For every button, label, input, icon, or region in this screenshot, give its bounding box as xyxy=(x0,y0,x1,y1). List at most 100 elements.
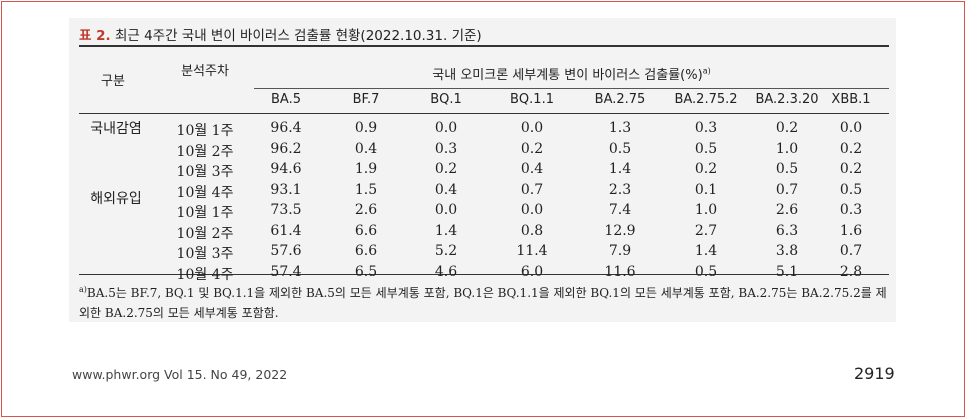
table-cell: 1.3 xyxy=(608,120,632,136)
table-cell: 4.6 xyxy=(434,263,458,280)
row-week: 10월 4주 xyxy=(176,184,234,201)
column-header: BA.5 xyxy=(271,92,301,107)
table-cell: 6.0 xyxy=(520,263,544,280)
table-cell: 0.5 xyxy=(608,140,632,157)
table-cell: 1.6 xyxy=(839,222,863,239)
table-cell: 0.5 xyxy=(694,140,718,157)
footnote-text: BA.5는 BF.7, BQ.1 및 BQ.1.1을 제외한 BA.5의 모든 … xyxy=(79,286,887,320)
table-cell: 0.2 xyxy=(839,161,863,177)
table-cell: 0.4 xyxy=(520,161,544,177)
caption-text: 최근 4주간 국내 변이 바이러스 검출률 현황(2022.10.31. 기준) xyxy=(110,28,482,44)
row-week: 10월 3주 xyxy=(176,246,234,262)
table-cell: 2.6 xyxy=(775,202,799,218)
table-cell: 12.9 xyxy=(604,222,636,239)
table-cell: 0.5 xyxy=(775,161,799,177)
header-bottom-rule xyxy=(79,113,889,114)
column-header: BA.2.75 xyxy=(594,92,646,107)
table-cell: 1.9 xyxy=(354,161,378,177)
table-cell: 0.5 xyxy=(694,263,718,280)
table-cell: 61.4 xyxy=(270,222,302,239)
table-cell: 5.2 xyxy=(434,243,458,259)
table-cell: 1.4 xyxy=(694,243,718,259)
table-cell: 11.4 xyxy=(516,243,548,259)
group-label-domestic: 국내감염 xyxy=(90,121,142,137)
table-cell: 11.6 xyxy=(604,263,636,280)
table-cell: 0.5 xyxy=(839,181,863,198)
table-cell: 6.6 xyxy=(354,222,378,239)
table-cell: 57.4 xyxy=(270,263,302,280)
header-week: 분석주차 xyxy=(181,64,229,79)
caption-tag: 표 2. xyxy=(79,28,111,44)
table-cell: 0.2 xyxy=(434,161,458,177)
table-cell: 0.3 xyxy=(839,202,863,218)
table-panel: 표 2. 최근 4주간 국내 변이 바이러스 검출률 현황(2022.10.31… xyxy=(69,18,896,322)
header-span-sup: a) xyxy=(702,66,711,76)
table-cell: 0.8 xyxy=(520,222,544,239)
table-cell: 93.1 xyxy=(270,181,302,198)
table-cell: 3.8 xyxy=(775,243,799,259)
table-cell: 0.0 xyxy=(520,202,544,218)
column-header: XBB.1 xyxy=(831,92,871,107)
table-cell: 2.7 xyxy=(694,222,718,239)
table-cell: 1.5 xyxy=(354,181,378,198)
table-cell: 7.4 xyxy=(608,202,632,218)
table-cell: 2.3 xyxy=(608,181,632,198)
header-sub-rule xyxy=(254,88,889,89)
header-span: 국내 오미크론 세부계통 변이 바이러스 검출률(%)a) xyxy=(254,64,889,83)
table-cell: 0.1 xyxy=(694,181,718,198)
table-top-rule xyxy=(79,45,889,47)
table-cell: 0.0 xyxy=(520,120,544,136)
table-cell: 0.7 xyxy=(520,181,544,198)
column-header: BF.7 xyxy=(352,92,380,107)
row-week: 10월 1주 xyxy=(176,123,234,139)
table-cell: 0.4 xyxy=(354,140,378,157)
row-week: 10월 3주 xyxy=(176,164,234,180)
row-week: 10월 2주 xyxy=(176,143,234,160)
table-bottom-rule xyxy=(79,274,889,275)
row-week: 10월 4주 xyxy=(176,266,234,283)
column-header: BA.2.3.20 xyxy=(755,92,819,107)
table-cell: 0.2 xyxy=(694,161,718,177)
table-cell: 0.0 xyxy=(839,120,863,136)
table-cell: 0.2 xyxy=(775,120,799,136)
table-cell: 6.5 xyxy=(354,263,378,280)
table-cell: 1.4 xyxy=(434,222,458,239)
table-cell: 2.8 xyxy=(839,263,863,280)
column-header: BA.2.75.2 xyxy=(674,92,738,107)
table-cell: 2.6 xyxy=(354,202,378,218)
table-cell: 1.0 xyxy=(775,140,799,157)
table-cell: 0.3 xyxy=(434,140,458,157)
table-cell: 6.3 xyxy=(775,222,799,239)
header-group: 구분 xyxy=(101,74,125,89)
footer-page-number: 2919 xyxy=(854,364,895,383)
table-cell: 94.6 xyxy=(270,161,302,177)
header-span-text: 국내 오미크론 세부계통 변이 바이러스 검출률(%) xyxy=(432,68,703,83)
table-cell: 7.9 xyxy=(608,243,632,259)
column-header: BQ.1 xyxy=(430,92,462,107)
table-footnote: a)BA.5는 BF.7, BQ.1 및 BQ.1.1을 제외한 BA.5의 모… xyxy=(79,280,891,323)
table-cell: 6.6 xyxy=(354,243,378,259)
footnote-sup: a) xyxy=(79,285,87,294)
footer-journal-info: www.phwr.org Vol 15. No 49, 2022 xyxy=(72,367,288,382)
table-cell: 0.0 xyxy=(434,120,458,136)
column-header: BQ.1.1 xyxy=(510,92,554,107)
table-cell: 0.0 xyxy=(434,202,458,218)
table-cell: 0.2 xyxy=(520,140,544,157)
table-cell: 0.3 xyxy=(694,120,718,136)
table-cell: 5.1 xyxy=(775,263,799,280)
table-cell: 0.9 xyxy=(354,120,378,136)
table-cell: 0.7 xyxy=(839,243,863,259)
table-cell: 0.7 xyxy=(775,181,799,198)
table-cell: 1.0 xyxy=(694,202,718,218)
table-cell: 1.4 xyxy=(608,161,632,177)
table-cell: 96.4 xyxy=(270,120,302,136)
table-caption: 표 2. 최근 4주간 국내 변이 바이러스 검출률 현황(2022.10.31… xyxy=(79,24,482,44)
table-cell: 96.2 xyxy=(270,140,302,157)
table-cell: 0.2 xyxy=(839,140,863,157)
table-cell: 0.4 xyxy=(434,181,458,198)
table-cell: 57.6 xyxy=(270,243,302,259)
row-week: 10월 2주 xyxy=(176,225,234,242)
group-label-imported: 해외유입 xyxy=(90,191,142,207)
row-week: 10월 1주 xyxy=(176,205,234,221)
